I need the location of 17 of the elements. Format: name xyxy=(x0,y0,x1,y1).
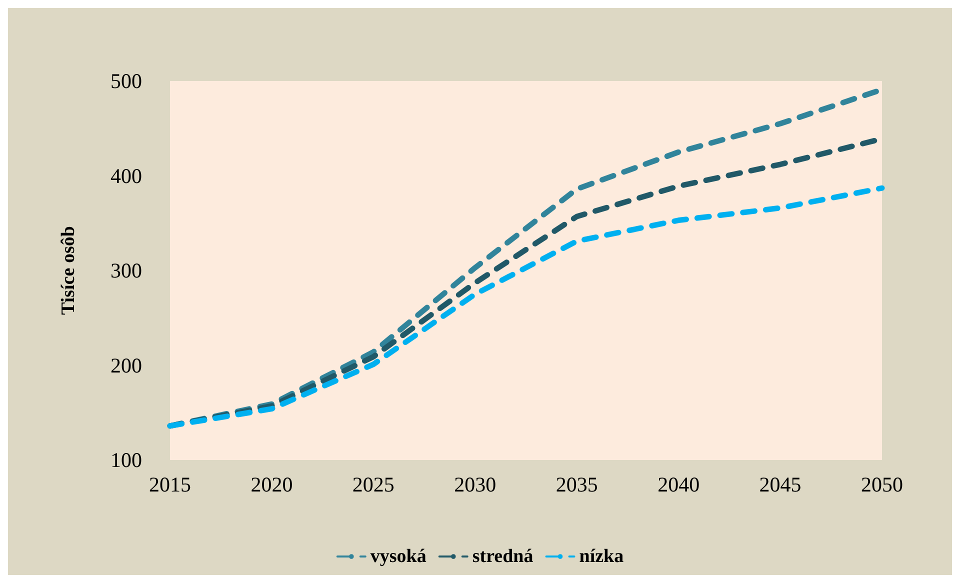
x-tick-label: 2030 xyxy=(454,472,496,496)
legend-label: vysoká xyxy=(370,546,427,567)
x-tick-label: 2015 xyxy=(149,472,191,496)
x-tick-label: 2050 xyxy=(861,472,903,496)
x-tick-label: 2045 xyxy=(759,472,802,496)
y-tick-label: 500 xyxy=(110,69,142,93)
y-tick-label: 400 xyxy=(110,164,142,188)
y-axis-title: Tisíce osôb xyxy=(58,226,79,315)
y-tick-label: 200 xyxy=(110,353,142,378)
x-tick-label: 2040 xyxy=(658,472,700,496)
x-tick-label: 2035 xyxy=(556,472,598,496)
legend-label: nízka xyxy=(579,546,624,567)
y-tick-label: 300 xyxy=(110,258,142,282)
x-tick-label: 2020 xyxy=(250,472,293,496)
y-tick-label: 100 xyxy=(110,448,142,472)
x-tick-label: 2025 xyxy=(352,472,394,496)
legend-label: stredná xyxy=(472,546,534,567)
